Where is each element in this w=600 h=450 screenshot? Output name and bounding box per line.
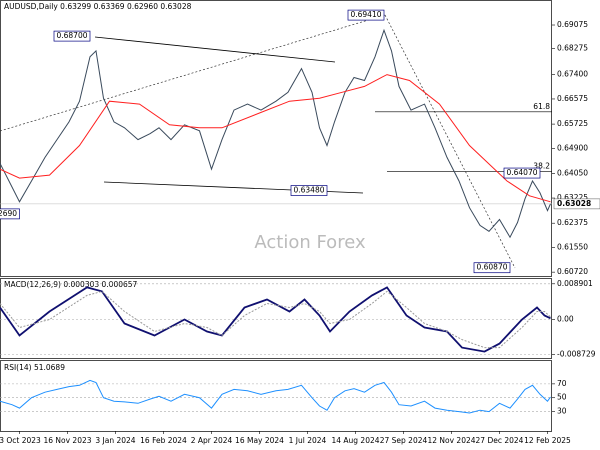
trend-line (384, 14, 516, 269)
x-tick-label: 3 Jan 2024 (95, 436, 135, 445)
x-tick-label: 3 Oct 2023 (0, 436, 41, 445)
annotation-box (0, 208, 20, 220)
series-line (0, 379, 551, 414)
y-tick-label: 0.66575 (557, 94, 588, 103)
annotation-label: 0.64070 (506, 168, 537, 177)
y-tick-label: 30 (557, 407, 567, 416)
fib-label: 61.8 (533, 102, 550, 111)
annotation-label: 0.60870 (476, 263, 507, 272)
x-tick-label: 27 Dec 2024 (476, 436, 524, 445)
trend-line (0, 14, 386, 132)
trend-line (94, 36, 336, 63)
y-tick-label: -0.008729 (557, 350, 596, 359)
x-tick-label: 16 Feb 2024 (140, 436, 187, 445)
rsi-panel (0, 360, 552, 432)
y-tick-label: 70 (557, 379, 567, 388)
x-tick-label: 12 Nov 2024 (427, 436, 475, 445)
chart-title: AUDUSD,Daily 0.63299 0.63369 0.62960 0.6… (4, 2, 192, 11)
last-price-label: 0.63028 (557, 199, 591, 208)
series-line (0, 74, 551, 203)
fib-label: 38.2 (533, 162, 550, 171)
x-tick-label: 12 Feb 2025 (524, 436, 571, 445)
series-line (0, 286, 551, 353)
y-tick-label: 0.68275 (557, 44, 588, 53)
annotation-box (503, 167, 541, 179)
x-tick-label: 2 Apr 2024 (191, 436, 233, 445)
annotation-box (347, 9, 385, 21)
x-tick-label: 1 Jul 2024 (289, 436, 327, 445)
y-tick-label: 0.65725 (557, 119, 588, 128)
annotation-label: 0.62690 (0, 209, 17, 218)
annotation-label: 0.69410 (350, 10, 381, 19)
y-tick-label: 0.69075 (557, 20, 588, 29)
rsi-title: RSI(14) 51.0689 (4, 363, 65, 372)
price-panel (0, 0, 552, 277)
macd-panel (0, 278, 552, 359)
annotation-label: 0.68700 (56, 31, 87, 40)
x-tick-label: 14 Aug 2024 (331, 436, 379, 445)
y-tick-label: 50 (557, 393, 567, 402)
annotation-label: 0.63480 (293, 186, 324, 195)
watermark: Action Forex (254, 232, 366, 253)
y-tick-label: 0.008901 (557, 279, 593, 288)
y-tick-label: 0.64900 (557, 144, 588, 153)
y-tick-label: 0.63225 (557, 193, 588, 202)
y-tick-label: 0.61550 (557, 243, 588, 252)
y-tick-label: 0.60720 (557, 267, 588, 276)
x-tick-label: 16 May 2024 (235, 436, 284, 445)
x-tick-label: 16 Nov 2023 (43, 436, 91, 445)
x-tick-label: 27 Sep 2024 (380, 436, 428, 445)
annotation-box (53, 30, 91, 42)
y-tick-label: 0.00 (557, 315, 574, 324)
annotation-box (290, 185, 328, 196)
y-tick-label: 0.67400 (557, 70, 588, 79)
series-line (0, 28, 551, 239)
y-tick-label: 0.62375 (557, 218, 588, 227)
series-line (0, 290, 551, 349)
y-tick-label: 0.64050 (557, 169, 588, 178)
annotation-box (473, 262, 511, 274)
macd-title: MACD(12,26,9) 0.000303 0.000657 (4, 280, 138, 289)
last-price-box (553, 198, 600, 210)
